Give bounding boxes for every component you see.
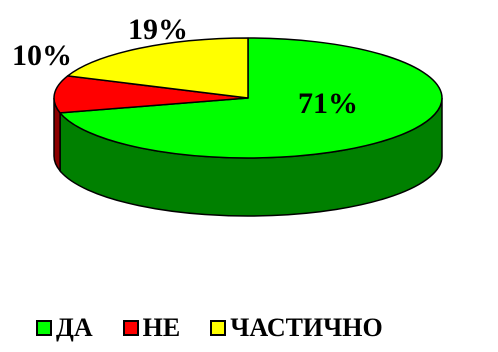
legend-swatch-ne <box>122 320 139 336</box>
data-label-da: 71% <box>298 87 358 120</box>
pie-slice-da <box>59 37 443 159</box>
pie-slices <box>53 37 443 159</box>
data-label-chastichno: 19% <box>128 13 188 46</box>
legend-swatch-chastichno <box>210 320 227 336</box>
data-label-ne: 10% <box>12 39 72 72</box>
pie-value-labels: 71% 10% 19% <box>12 13 358 120</box>
pie-slice-chastichno <box>66 37 249 99</box>
legend-item-chastichno: ЧАСТИЧНО <box>210 313 383 343</box>
legend-label-chastichno: ЧАСТИЧНО <box>230 313 383 342</box>
pie-slice-ne <box>53 75 249 114</box>
legend: ДА НЕ ЧАСТИЧНО <box>36 313 383 343</box>
legend-label-ne: НЕ <box>142 313 181 342</box>
legend-item-ne: НЕ <box>122 313 181 343</box>
legend-swatch-da <box>36 320 52 336</box>
legend-label-da: ДА <box>56 313 93 342</box>
legend-item-da: ДА <box>36 313 93 343</box>
